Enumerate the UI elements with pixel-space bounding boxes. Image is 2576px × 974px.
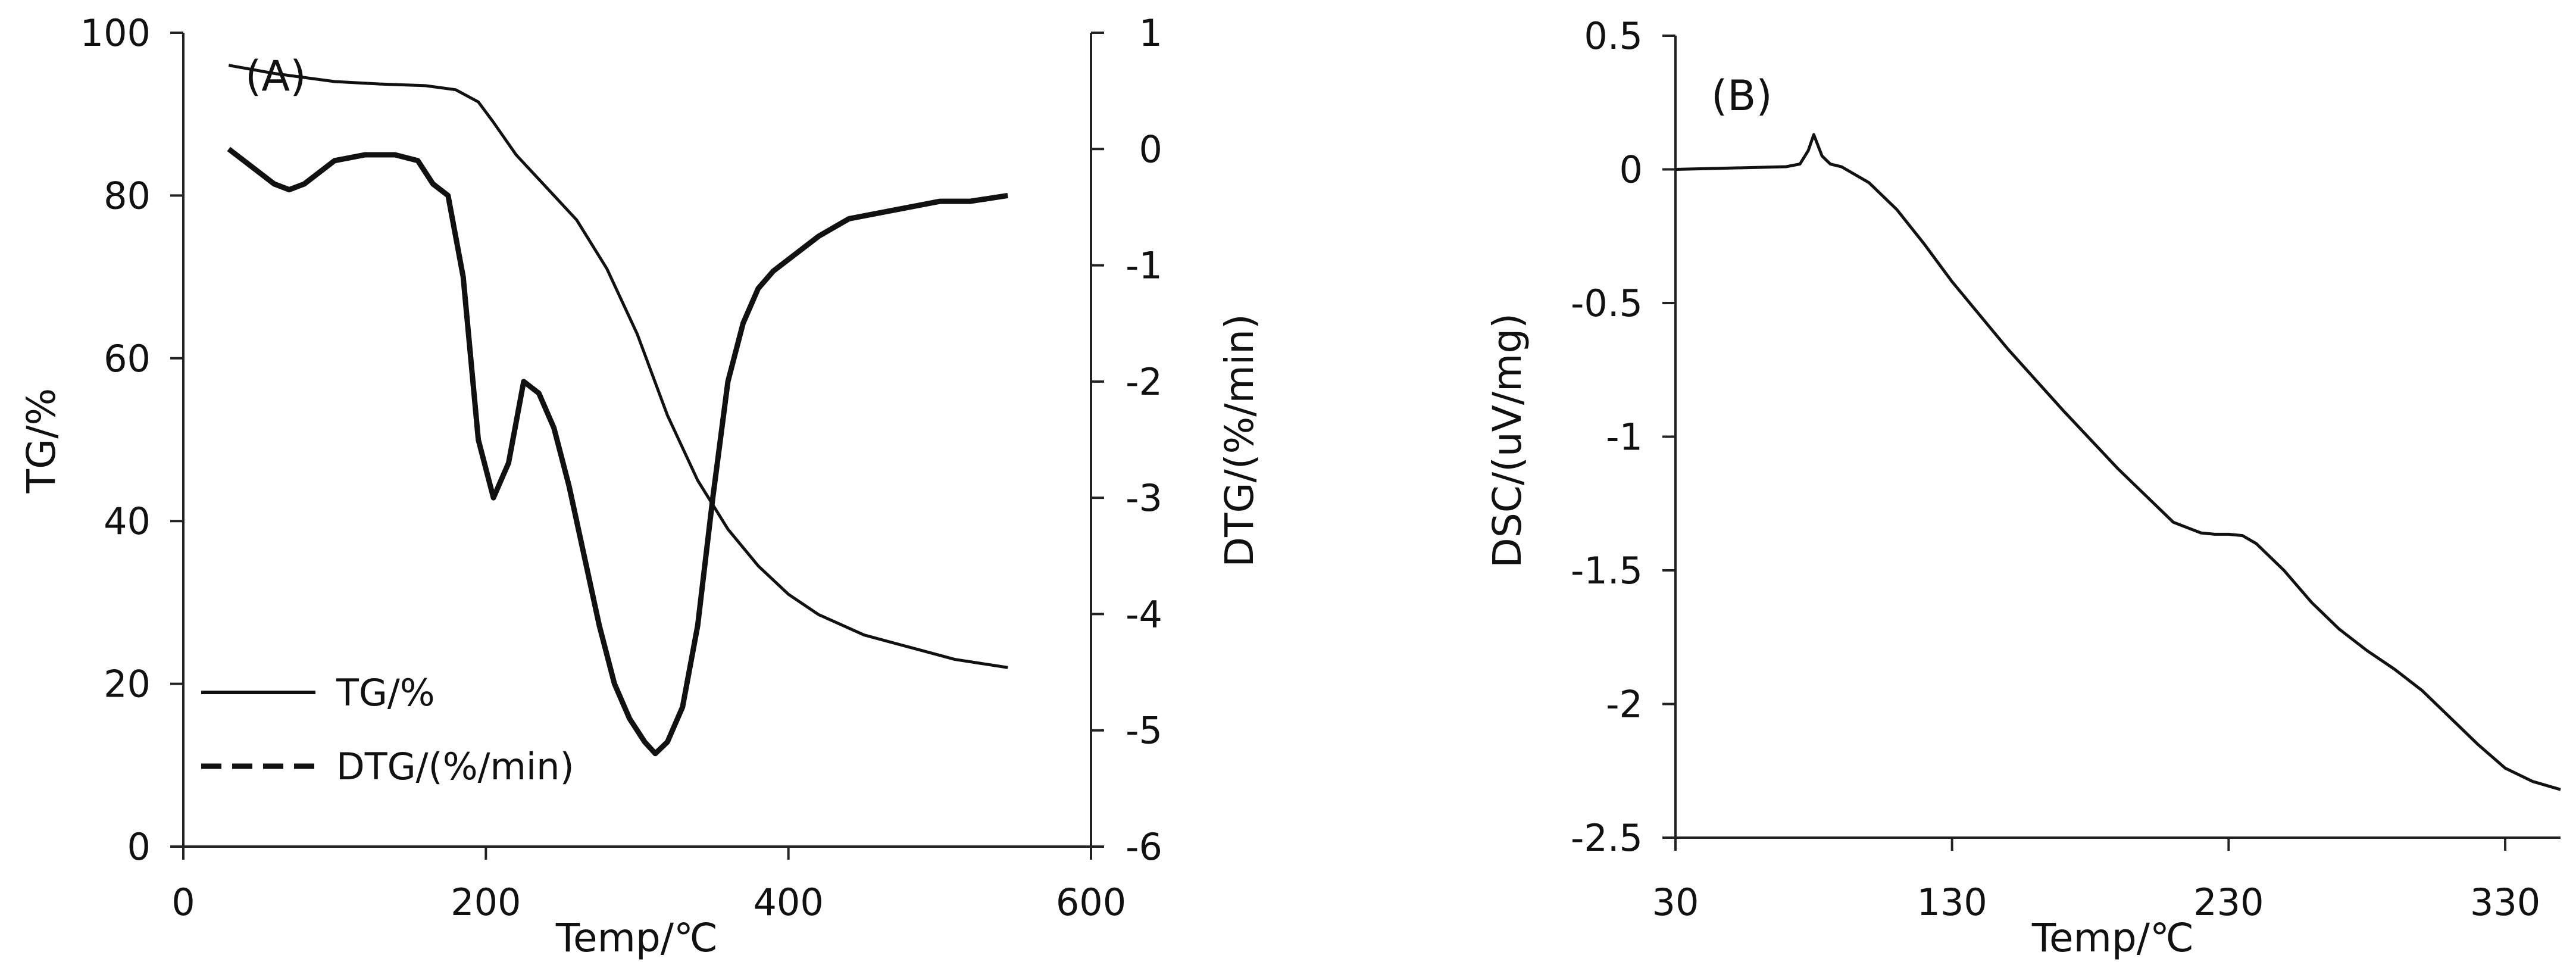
y-tick-label: -2.5	[1571, 816, 1643, 860]
y-tick-label: 80	[104, 174, 151, 217]
y-tick-label: 0.5	[1584, 14, 1643, 58]
y-tick-label: 0	[127, 825, 151, 869]
y-tick-label: -0.5	[1571, 282, 1643, 325]
x-tick-label: 0	[171, 881, 195, 924]
y2-tick-label: -5	[1126, 709, 1162, 753]
y-axis-title: DSC/(uV/mg)	[1484, 313, 1530, 568]
y-tick-label: 0	[1620, 148, 1643, 192]
x-tick-label: 330	[2470, 881, 2540, 924]
y2-tick-label: 1	[1139, 11, 1162, 55]
panel-a-chart: 0 200 400 600 0 20 40 60 80 100 -6 -5 -4 -3 -2 -1 0 1 Temp…	[18, 11, 1262, 961]
x-tick-label: 600	[1056, 881, 1126, 924]
x-tick-label: 30	[1652, 881, 1699, 924]
y-tick-label: 60	[104, 337, 151, 380]
tg-series-line	[228, 64, 1008, 669]
y2-axis-title: DTG/(%/min)	[1217, 314, 1262, 567]
panel-label: (B)	[1711, 71, 1772, 120]
panel-b-chart: 30 130 230 330 -2.5 -2 -1.5 -1 -0.5 0 0.5 Temp/℃ DSC…	[1484, 14, 2561, 961]
y-axis-title: TG/%	[18, 388, 64, 494]
dsc-series-line	[1675, 133, 2561, 791]
dtg-series-line	[227, 146, 1008, 757]
x-tick-label: 130	[1917, 881, 1987, 924]
y2-tick-label: -2	[1126, 360, 1162, 404]
x-tick-label: 400	[753, 881, 823, 924]
y-tick-label: -1.5	[1571, 549, 1643, 592]
x-axis-title: Temp/℃	[2031, 915, 2194, 961]
legend-tg-label: TG/%	[336, 671, 435, 714]
y-tick-label: -2	[1606, 683, 1643, 726]
y2-tick-label: 0	[1139, 127, 1162, 171]
y2-tick-label: -3	[1126, 476, 1162, 520]
y-tick-label: -1	[1606, 416, 1643, 459]
y2-tick-label: -4	[1126, 592, 1162, 636]
legend-dtg-label: DTG/(%/min)	[336, 745, 574, 788]
y-tick-label: 100	[80, 11, 151, 55]
y-tick-label: 40	[104, 500, 151, 543]
y-tick-label: 20	[104, 663, 151, 706]
y2-tick-label: -1	[1126, 244, 1162, 288]
y2-tick-label: -6	[1126, 825, 1162, 869]
x-tick-label: 230	[2193, 881, 2264, 924]
x-axis-title: Temp/℃	[555, 915, 718, 961]
x-tick-label: 200	[451, 881, 521, 924]
